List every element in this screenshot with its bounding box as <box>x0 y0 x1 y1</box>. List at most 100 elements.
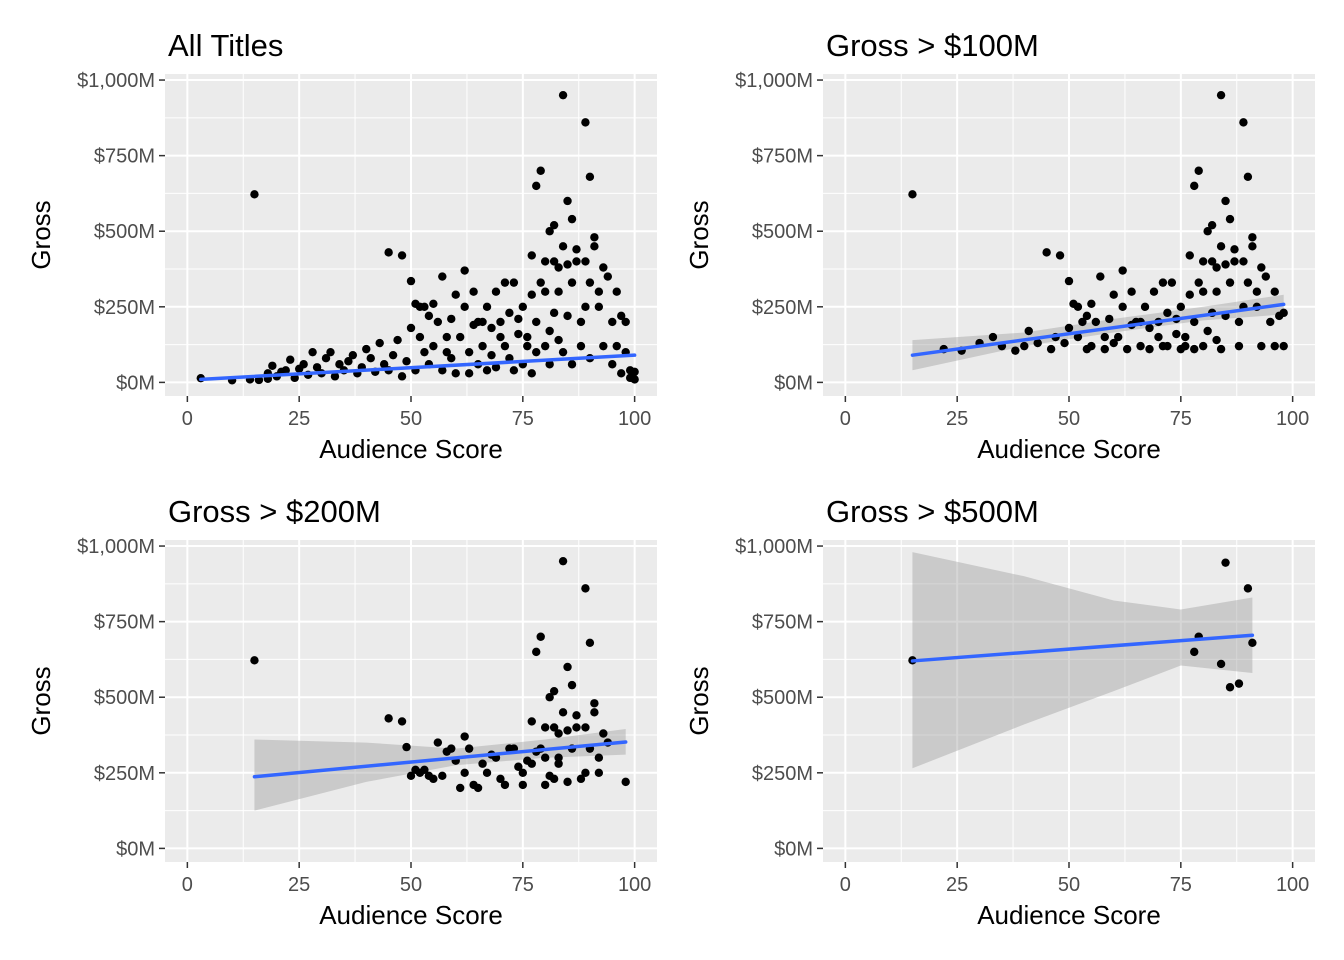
data-point <box>585 172 595 181</box>
data-point <box>397 251 407 260</box>
data-point <box>576 317 586 327</box>
data-point <box>563 260 572 269</box>
y-tick-label: $750M <box>94 146 155 168</box>
data-point <box>1167 278 1177 287</box>
data-point <box>1163 341 1172 351</box>
data-point <box>527 369 536 378</box>
y-tick-label: $250M <box>94 297 155 319</box>
data-point <box>1033 338 1042 348</box>
data-point <box>1109 338 1118 348</box>
data-point <box>482 302 492 312</box>
data-point <box>1163 308 1172 318</box>
data-point <box>1212 287 1221 296</box>
data-point <box>1172 329 1181 339</box>
data-point <box>514 329 523 339</box>
data-point <box>1122 344 1132 354</box>
data-point <box>433 738 443 747</box>
data-point <box>545 326 554 336</box>
data-point <box>1221 558 1230 567</box>
x-axis-title: Audience Score <box>319 434 503 464</box>
data-point <box>464 369 474 378</box>
data-point <box>1064 323 1074 333</box>
data-point <box>1149 287 1159 296</box>
y-tick-label: $0M <box>774 372 813 394</box>
x-tick-label: 50 <box>400 874 422 896</box>
data-point <box>1087 299 1096 308</box>
y-tick-label: $0M <box>116 838 155 860</box>
data-point <box>563 196 572 206</box>
data-point <box>393 335 402 345</box>
data-point <box>1270 287 1279 296</box>
data-point <box>420 347 429 357</box>
y-axis-title: Gross <box>684 666 714 735</box>
data-point <box>402 357 411 366</box>
data-point <box>1212 335 1221 345</box>
data-point <box>438 272 447 281</box>
data-point <box>532 181 541 191</box>
x-tick-label: 50 <box>1058 408 1080 430</box>
data-point <box>558 347 568 357</box>
data-point <box>420 302 429 312</box>
data-point <box>532 317 541 327</box>
x-tick-label: 0 <box>182 408 193 430</box>
data-point <box>532 647 541 657</box>
data-point <box>1234 317 1244 327</box>
data-point <box>1136 341 1145 351</box>
data-point <box>549 686 559 696</box>
y-tick-label: $250M <box>752 763 813 785</box>
data-point <box>505 308 514 318</box>
data-point <box>1216 344 1226 354</box>
data-point <box>621 317 630 327</box>
data-point <box>558 242 568 251</box>
data-point <box>540 723 550 732</box>
data-point <box>585 278 595 287</box>
data-point <box>527 717 536 726</box>
data-point <box>523 341 532 351</box>
data-point <box>1248 242 1257 251</box>
data-point <box>576 774 586 784</box>
data-point <box>581 257 590 266</box>
data-point <box>1257 263 1266 272</box>
data-point <box>500 780 510 790</box>
data-point <box>1252 287 1262 296</box>
data-point <box>447 354 456 363</box>
data-point <box>585 638 595 647</box>
confidence-band <box>912 294 1284 371</box>
data-point <box>460 302 469 312</box>
x-tick-label: 100 <box>1276 874 1309 896</box>
data-point <box>617 369 626 378</box>
y-axis-title: Gross <box>26 200 56 269</box>
data-point <box>460 266 469 275</box>
data-point <box>482 768 492 778</box>
data-point <box>1064 276 1074 286</box>
data-point <box>429 299 438 308</box>
data-point <box>509 366 519 375</box>
data-point <box>406 323 416 333</box>
panel-gross-over-500m: 0 25 50 75 100 $0M $250M $500M $750M $1,000M Gross… <box>684 494 1315 930</box>
data-point <box>1042 248 1051 257</box>
data-point <box>572 723 581 732</box>
data-point <box>549 774 559 784</box>
x-tick-label: 75 <box>512 408 534 430</box>
x-tick-label: 0 <box>840 874 851 896</box>
x-tick-label: 25 <box>946 408 968 430</box>
x-tick-label: 25 <box>288 408 310 430</box>
data-point <box>1239 257 1248 266</box>
data-point <box>1194 278 1203 287</box>
data-point <box>1216 659 1226 669</box>
x-tick-label: 25 <box>288 874 310 896</box>
data-point <box>1024 326 1033 336</box>
data-point <box>1100 332 1109 342</box>
data-point <box>1185 290 1194 299</box>
data-point <box>558 556 568 566</box>
data-point <box>612 341 621 351</box>
data-point <box>518 302 528 312</box>
data-point <box>442 347 451 357</box>
data-point <box>496 317 505 327</box>
data-point <box>594 753 604 762</box>
data-point <box>554 729 563 738</box>
data-point <box>536 166 545 175</box>
x-tick-label: 100 <box>1276 408 1309 430</box>
data-point <box>563 777 572 787</box>
